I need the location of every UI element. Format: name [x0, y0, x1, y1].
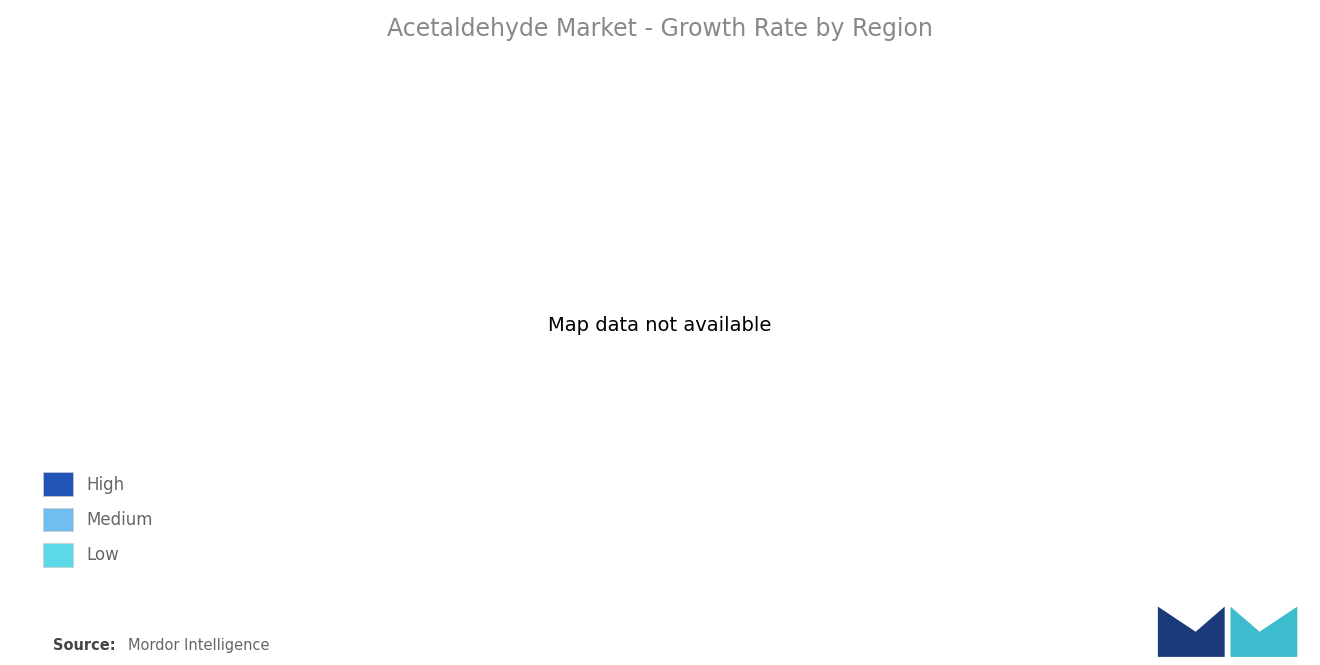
Polygon shape	[1230, 606, 1298, 657]
Text: Source:: Source:	[53, 638, 115, 653]
Polygon shape	[1158, 606, 1225, 657]
Legend: High, Medium, Low: High, Medium, Low	[34, 464, 161, 575]
Text: Map data not available: Map data not available	[548, 317, 772, 335]
Text: Mordor Intelligence: Mordor Intelligence	[128, 638, 269, 653]
Text: Acetaldehyde Market - Growth Rate by Region: Acetaldehyde Market - Growth Rate by Reg…	[387, 17, 933, 41]
